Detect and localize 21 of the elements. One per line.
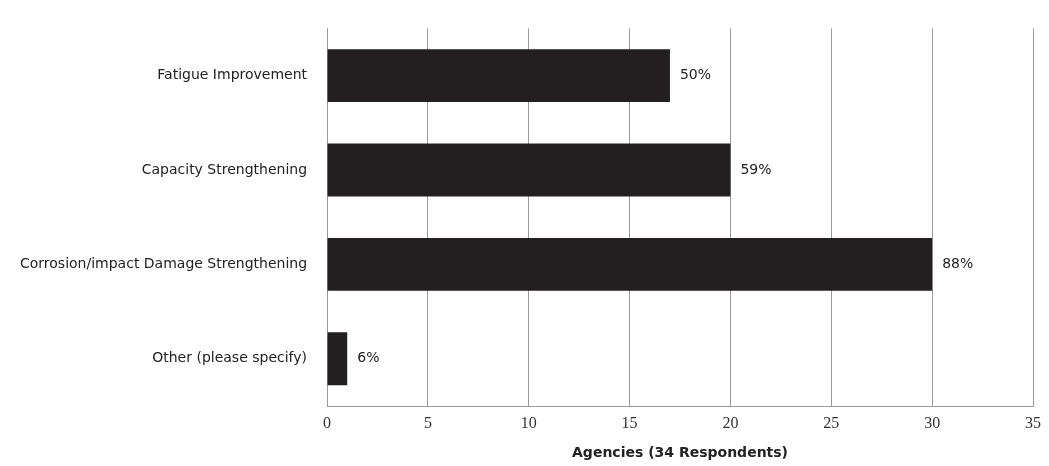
x-tick-label: 5 [423, 413, 432, 431]
y-tick-label: Fatigue Improvement [157, 66, 308, 83]
annotation: 59% [740, 160, 772, 177]
bar [327, 49, 670, 103]
bar [327, 332, 348, 386]
annotation: 50% [679, 66, 712, 83]
x-tick-label: 35 [1025, 413, 1041, 431]
x-tick-label: 25 [823, 413, 840, 431]
y-tick-label: Capacity Strengthening [141, 160, 308, 177]
bar [327, 237, 933, 291]
x-tick-label: 10 [520, 413, 537, 431]
x-tick-label: 0 [323, 413, 332, 431]
annotation: 88% [942, 255, 974, 272]
y-tick-label: Corrosion/impact Damage Strengthening [19, 255, 308, 272]
y-tick-label: Other (please specify) [152, 349, 308, 366]
x-tick-label: 15 [621, 413, 638, 431]
x-axis-title: Agencies (34 Respondents) [572, 444, 789, 461]
x-tick-label: 20 [722, 413, 739, 431]
annotation: 6% [357, 349, 380, 366]
bar [327, 143, 731, 197]
x-tick-label: 30 [924, 413, 941, 431]
